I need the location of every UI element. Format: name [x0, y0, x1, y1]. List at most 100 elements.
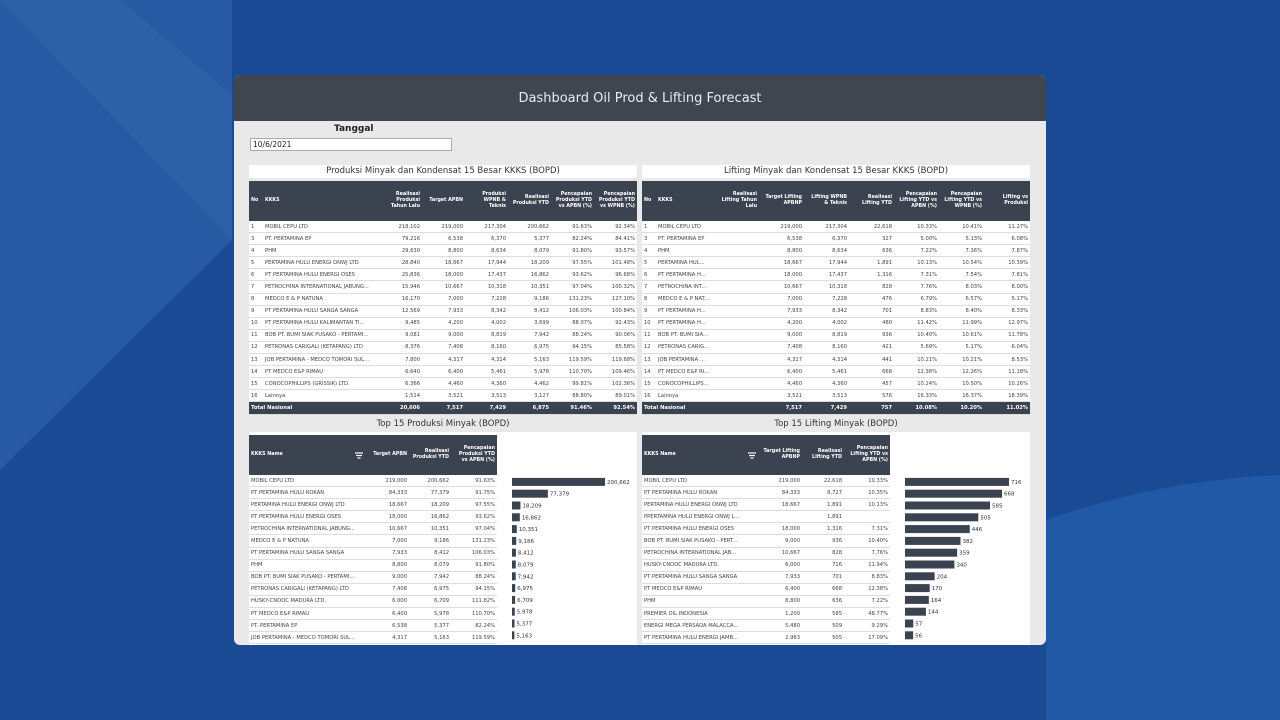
table-cell: 7 — [642, 280, 656, 294]
table-cell: 7,000 — [422, 293, 465, 306]
table-row: 10 PT PERTAMINA H... 4,200 4,002 480 11.42% 11… — [642, 317, 1030, 330]
panel-title: Produksi Minyak dan Kondensat 15 Besar K… — [249, 165, 637, 178]
table-row: 7 PETROCHINA INTERNATIONAL JABUNG... 15,94… — [249, 280, 637, 294]
table-cell: PT PERTAMINA H... — [656, 317, 714, 330]
table-cell: 6,538 — [422, 232, 465, 246]
table-cell: 4,460 — [422, 377, 465, 391]
table-cell: 8,819 — [804, 329, 849, 342]
table-cell: 92.43% — [594, 317, 637, 330]
table-cell: 10 — [642, 317, 656, 330]
table-cell: 219,000 — [760, 475, 802, 488]
table-cell: MOBIL CEPU LTD — [656, 221, 714, 234]
table-cell: 2,963 — [760, 631, 802, 645]
table-cell: 84.41% — [594, 232, 637, 246]
table-cell: 8,342 — [465, 305, 508, 318]
column-header: Pencapaian Produksi YTD vs WPNB (%) — [594, 181, 637, 221]
table-cell: 3 — [249, 232, 263, 246]
table-cell: 4,317 — [759, 353, 804, 367]
table-cell: 92.54% — [594, 401, 637, 415]
table-cell: JOB PERTAMINA - MEDCO TOMORI SUL... — [249, 631, 367, 645]
table-cell: 7,517 — [422, 401, 465, 415]
bar — [512, 548, 516, 557]
table-cell: 8,800 — [367, 559, 409, 572]
table-cell: 16 — [249, 389, 263, 403]
bar — [512, 477, 605, 486]
table-cell: 8.33% — [984, 305, 1030, 318]
table-cell: 48.77% — [844, 607, 890, 621]
table-cell: 22,618 — [849, 221, 894, 234]
column-header: Pencapaian Produksi YTD vs APBN (%) — [551, 181, 594, 221]
table-cell: 12.97% — [984, 317, 1030, 330]
table-cell: 6,000 — [760, 559, 802, 572]
table-cell: 91.63% — [551, 221, 594, 234]
table-cell: 11.94% — [844, 559, 890, 572]
table-cell: 327 — [849, 232, 894, 246]
bar — [905, 560, 955, 569]
table-cell: 99.81% — [551, 377, 594, 391]
table-cell: 6,975 — [508, 341, 551, 355]
table-cell: PT PERTAMINA HULU ENERGI OSES — [263, 268, 379, 282]
table-row: PT PERTAMINA HULU ENERGI JAMB... 2,963 505… — [642, 631, 890, 645]
table-cell: 97.55% — [551, 256, 594, 270]
bar — [905, 489, 1003, 498]
table-cell: 10.35% — [844, 486, 890, 500]
table-cell: PETRONAS CARIGALI (KETAPANG) LTD — [249, 583, 367, 596]
table-cell: 636 — [802, 595, 844, 609]
table-cell: 505 — [802, 631, 844, 645]
table-cell: 4,360 — [804, 377, 849, 391]
table-cell: 8,800 — [760, 595, 802, 609]
table-cell: PT PERTAMINA HULU ROKAN — [642, 486, 760, 500]
table-cell: 219,000 — [759, 221, 804, 234]
table-cell: 11 — [249, 329, 263, 342]
table-cell: 8,634 — [804, 244, 849, 258]
table-cell: 93.62% — [451, 510, 497, 524]
bar — [905, 584, 930, 593]
table-cell: 92.34% — [594, 221, 637, 234]
table-cell: 7,942 — [409, 571, 451, 584]
table-cell: 7.54% — [939, 268, 984, 282]
table-cell: 636 — [849, 244, 894, 258]
table-cell: 88.07% — [551, 317, 594, 330]
bar-label: 6,975 — [517, 586, 533, 592]
table-cell: 10.08% — [894, 401, 939, 415]
table-cell: 6 — [249, 268, 263, 282]
table-row: PT PERTAMINA HULU ENERGI OSES 18,000 1,316… — [642, 522, 890, 536]
table-cell: JOB PERTAMINA - MEDCO TOMORI SUL... — [263, 353, 379, 367]
table-cell: Lainnya — [656, 389, 714, 403]
table-cell: 11.78% — [984, 329, 1030, 342]
table-cell: 4,200 — [422, 317, 465, 330]
table-cell: 1,891 — [802, 498, 844, 512]
data-table: KKKS Name Target APBN Realisasi Produksi Y… — [249, 435, 497, 645]
panel-title: Lifting Minyak dan Kondensat 15 Besar KK… — [642, 165, 1030, 178]
table-cell: PT PERTAMINA HULU SANGA SANGA — [642, 571, 760, 584]
table-cell: 4 — [642, 244, 656, 258]
bar — [512, 595, 516, 604]
sort-icon[interactable] — [748, 452, 756, 459]
table-row: 3 PT. PERTAMINA EP 6,538 6,370 327 5.00% 5.13%… — [642, 232, 1030, 246]
total-row: Total Nasional 20,606 7,517 7,429 6,875 91.46… — [249, 401, 637, 415]
table-row: 16 Lainnya 3,521 3,513 576 16.33% 16.37% 18.39% — [642, 389, 1030, 403]
table-cell: 8,160 — [465, 341, 508, 355]
table-cell: 9,000 — [759, 329, 804, 342]
column-header: Realisasi Lifting YTD — [849, 181, 894, 221]
table-row: BOB PT. BUMI SIAK PUSAKO - PERT... 9,000 9… — [642, 534, 890, 548]
sort-icon[interactable] — [355, 452, 363, 459]
table-cell: 5.17% — [939, 341, 984, 355]
bar — [905, 525, 970, 534]
data-table: KKKS Name Target Lifting APBNP Realisasi L… — [642, 435, 890, 645]
column-header: Target APBN — [422, 181, 465, 221]
table-row: PT PERTAMINA HULU SANGA SANGA 7,933 8,412 1… — [249, 547, 497, 560]
column-header: Lifting WPNB & Teknis — [804, 181, 849, 221]
table-cell: 15,946 — [379, 280, 422, 294]
table-cell: 3,513 — [804, 389, 849, 403]
table-row: BOB PT. BUMI SIAK PUSAKO - PERTAMI... 9,0… — [249, 571, 497, 584]
table-cell: 219,000 — [367, 475, 409, 488]
table-row: 9 PT PERTAMINA H... 7,933 8,342 701 8.83% 8.40… — [642, 305, 1030, 318]
table-cell: 9,186 — [508, 293, 551, 306]
table-cell: 84,333 — [367, 486, 409, 500]
table-cell — [760, 510, 802, 524]
table-cell: PERTAMINA HULU ENERGI ONWJ LTD — [249, 498, 367, 512]
date-filter-input[interactable]: 10/6/2021 — [250, 138, 452, 151]
